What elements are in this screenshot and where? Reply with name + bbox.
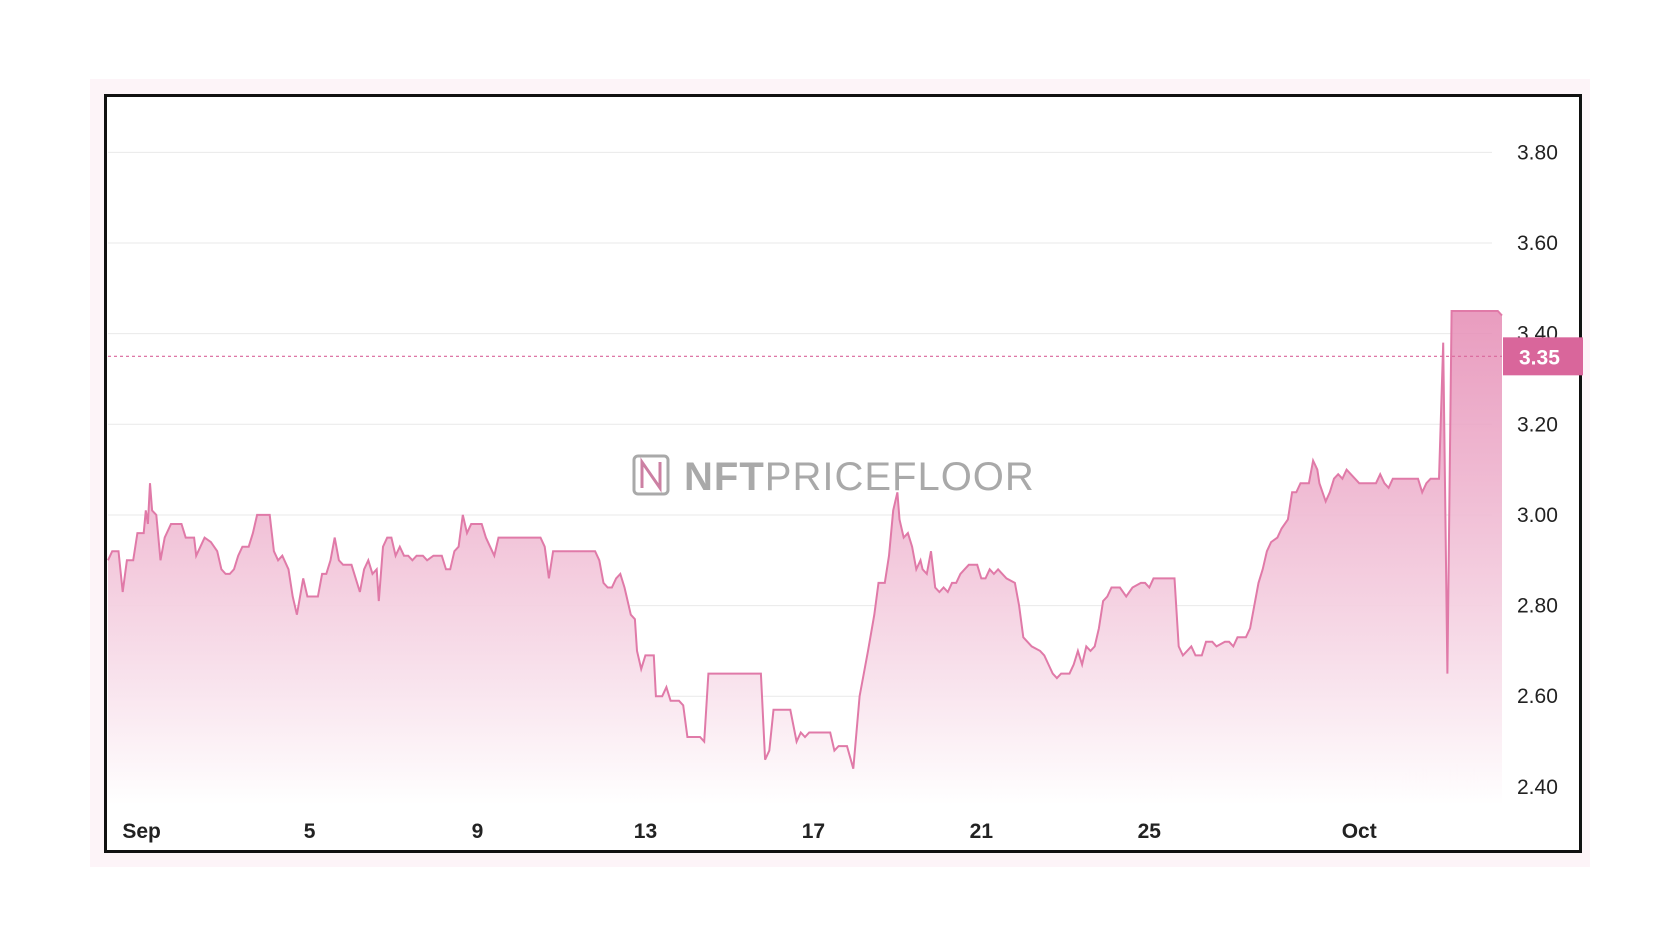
x-tick-label: Sep	[122, 820, 161, 843]
x-tick-label: 5	[304, 820, 316, 843]
current-price-marker: 3.35	[108, 337, 1583, 376]
y-tick-label: 3.00	[1517, 504, 1558, 527]
y-axis-ticks: 2.402.602.803.003.203.403.603.80	[1517, 141, 1558, 798]
x-tick-label: 25	[1138, 820, 1162, 843]
current-price-label: 3.35	[1519, 346, 1560, 369]
watermark-brand-light: PRICEFLOOR	[765, 455, 1035, 499]
price-area	[108, 311, 1502, 805]
x-tick-label: 9	[472, 820, 484, 843]
x-tick-label: Oct	[1342, 820, 1377, 843]
x-tick-label: 17	[802, 820, 825, 843]
watermark-logo-icon	[632, 454, 670, 496]
y-tick-label: 2.60	[1517, 685, 1558, 708]
price-series	[107, 310, 1503, 805]
y-tick-label: 2.40	[1517, 776, 1558, 799]
y-tick-label: 3.60	[1517, 232, 1558, 255]
watermark: NFTPRICEFLOOR	[632, 454, 1035, 499]
price-line	[107, 310, 1503, 769]
y-tick-label: 3.20	[1517, 413, 1558, 436]
current-price-tag	[1503, 337, 1583, 376]
y-tick-label: 2.80	[1517, 595, 1558, 618]
watermark-brand-bold: NFT	[684, 455, 765, 499]
x-axis-ticks: Sep 5 9 13 17 21 25 Oct	[122, 820, 1376, 843]
x-tick-label: 13	[634, 820, 657, 843]
watermark-logo-glyph	[640, 457, 662, 493]
y-tick-label: 3.80	[1517, 141, 1558, 164]
x-tick-label: 21	[970, 820, 994, 843]
svg-text:NFTPRICEFLOOR: NFTPRICEFLOOR	[684, 455, 1035, 499]
